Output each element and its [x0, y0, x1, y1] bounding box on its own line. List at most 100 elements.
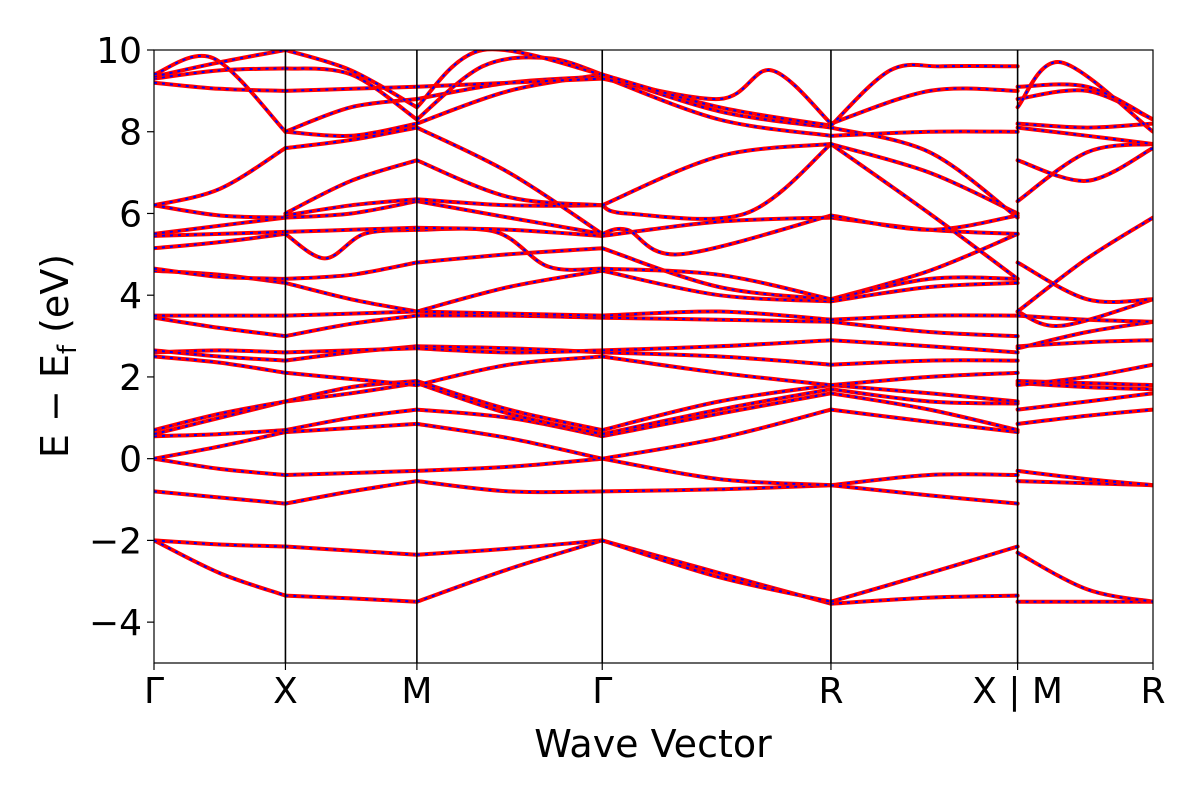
- band-line: [414, 538, 605, 604]
- band-line-red: [600, 142, 833, 208]
- band-line: [414, 354, 605, 388]
- band-line: [283, 50, 419, 110]
- band-line-blue-dash: [416, 380, 603, 432]
- band-line-red: [414, 309, 605, 318]
- band-line: [414, 346, 605, 355]
- band-line-red: [600, 391, 833, 439]
- band-line-blue-dash: [285, 594, 417, 603]
- band-line-blue-dash: [285, 408, 418, 432]
- x-tick-label: Γ: [592, 671, 612, 712]
- band-line: [283, 313, 419, 339]
- y-axis-title-sub: f: [53, 344, 83, 354]
- band-line-blue-dash: [416, 382, 603, 436]
- band-line-blue-dash: [285, 200, 418, 219]
- band-line-blue-dash: [285, 122, 418, 138]
- plot-frame: [153, 49, 1154, 664]
- band-line: [600, 266, 833, 302]
- band-line: [600, 354, 833, 388]
- band-line-blue-dash: [154, 267, 286, 280]
- band-line: [283, 309, 419, 318]
- band-line-red: [414, 199, 605, 236]
- band-line: [829, 62, 1020, 128]
- band-line-blue-dash: [1017, 143, 1153, 203]
- x-tick-label: X | M: [972, 671, 1063, 712]
- band-line-blue-dash: [285, 347, 417, 354]
- band-line-blue-dash: [1017, 382, 1153, 391]
- band-line-red: [829, 358, 1020, 367]
- band-line: [1015, 125, 1153, 146]
- band-line: [600, 268, 833, 304]
- band-line-blue-dash: [601, 73, 832, 127]
- band-line-blue-dash: [154, 232, 286, 250]
- band-line-blue-dash: [830, 384, 1018, 403]
- band-line: [154, 231, 288, 251]
- band-line: [283, 593, 419, 604]
- band-line: [283, 370, 419, 388]
- band-line: [600, 483, 833, 494]
- band-line-blue-dash: [285, 314, 418, 338]
- band-line: [154, 348, 288, 363]
- band-line-blue-dash: [154, 147, 286, 207]
- band-line-blue-dash: [1016, 61, 1153, 133]
- band-line-red: [154, 399, 288, 433]
- band-line-red: [829, 280, 1020, 304]
- band-line: [1015, 550, 1153, 604]
- band-line: [154, 428, 288, 439]
- band-line-red: [600, 266, 833, 302]
- band-line-red: [1015, 82, 1153, 122]
- band-line: [829, 370, 1020, 388]
- band-line-red: [414, 421, 605, 461]
- band-line: [283, 84, 419, 93]
- y-axis-title-main: E − E: [33, 354, 77, 458]
- band-line: [414, 199, 605, 236]
- band-line-red: [414, 538, 605, 557]
- band-line-red: [154, 538, 288, 598]
- band-line-red: [1015, 121, 1153, 130]
- band-line-red: [600, 213, 833, 257]
- band-line: [600, 350, 833, 367]
- band-line-blue-dash: [1017, 408, 1153, 425]
- band-line-blue-dash: [416, 50, 603, 108]
- band-line: [829, 129, 1020, 138]
- band-line: [600, 387, 833, 437]
- band-line-red: [829, 142, 1020, 216]
- band-line-blue-dash: [154, 204, 286, 219]
- band-line-blue-dash: [1017, 126, 1153, 145]
- band-line: [829, 142, 1020, 216]
- band-line: [1015, 362, 1153, 388]
- band-line: [1015, 260, 1153, 305]
- x-tick-label: R: [1140, 671, 1165, 712]
- band-line-red: [1015, 142, 1153, 204]
- band-line: [414, 76, 605, 89]
- band-line: [829, 319, 1020, 339]
- band-line: [829, 383, 1020, 404]
- band-line-blue-dash: [830, 594, 1018, 605]
- band-line: [283, 280, 419, 314]
- band-line-red: [414, 479, 605, 495]
- band-line: [829, 142, 1020, 281]
- band-line-red: [600, 354, 833, 388]
- band-line: [1015, 297, 1153, 328]
- band-line: [829, 280, 1020, 304]
- bands-layer: [154, 50, 1153, 606]
- band-line-blue-dash: [416, 355, 603, 387]
- band-line: [283, 407, 419, 433]
- band-line: [154, 489, 288, 506]
- band-line-red: [414, 125, 605, 236]
- band-line: [283, 158, 419, 216]
- band-line-blue-dash: [601, 384, 832, 432]
- band-line-blue-dash: [601, 539, 832, 603]
- band-line-blue-dash: [602, 316, 832, 323]
- band-line: [414, 246, 605, 265]
- band-line-red: [600, 387, 833, 437]
- band-line: [283, 225, 419, 234]
- band-line-red: [154, 146, 288, 208]
- band-line: [283, 468, 419, 477]
- band-line-red: [283, 50, 419, 110]
- band-line: [414, 225, 605, 238]
- band-line: [1015, 142, 1153, 204]
- y-axis-title-unit: (eV): [33, 254, 77, 345]
- band-line: [600, 383, 833, 433]
- band-line-blue-dash: [154, 81, 286, 92]
- band-line-blue-dash: [416, 269, 603, 313]
